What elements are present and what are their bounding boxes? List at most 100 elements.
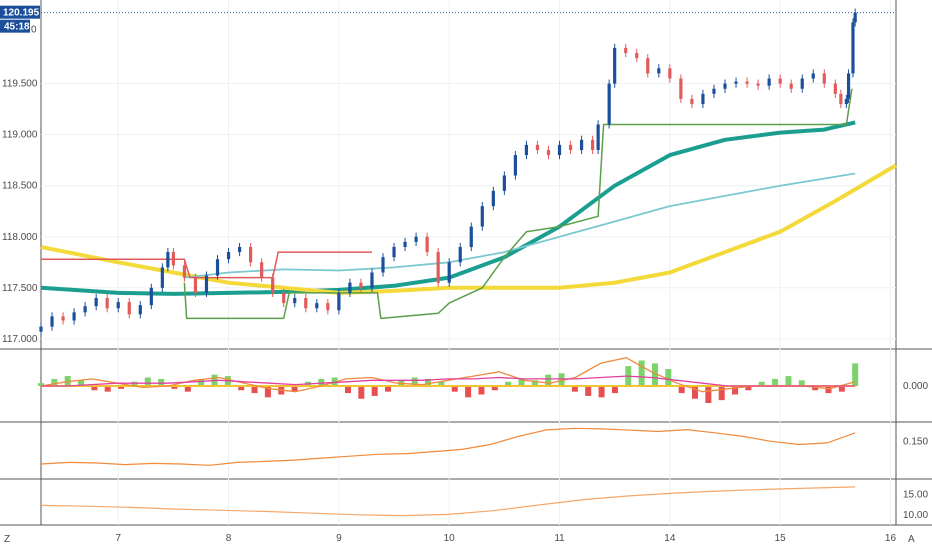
candle-body: [846, 73, 851, 99]
candle-body: [50, 316, 54, 327]
price-series-line: [40, 120, 856, 296]
histogram-bar: [318, 378, 325, 386]
candle-body: [226, 252, 231, 260]
candle-body: [607, 83, 611, 125]
histogram-bar: [158, 378, 165, 386]
histogram-bar: [651, 363, 658, 386]
candle-body: [237, 246, 242, 253]
candle-body: [469, 226, 473, 247]
candle-body: [690, 98, 694, 105]
grid-lines: [41, 0, 896, 525]
candle-body: [712, 88, 716, 94]
histogram-bar: [238, 386, 245, 391]
candle-body: [546, 149, 551, 156]
candle-body: [166, 252, 170, 268]
candle-body: [591, 139, 595, 150]
volatility-pane[interactable]: [40, 427, 856, 466]
histogram-bar: [505, 381, 512, 386]
candle-body: [61, 316, 65, 321]
candle-body: [458, 246, 462, 263]
candle-body: [579, 139, 584, 150]
histogram-bar: [264, 386, 271, 398]
histogram-bar: [732, 386, 739, 395]
candle-body: [72, 312, 76, 321]
histogram-bar: [38, 383, 44, 386]
candle-body: [171, 252, 175, 266]
bottom-right-label[interactable]: A: [908, 534, 915, 545]
candle-body: [624, 47, 628, 54]
candle-body: [844, 98, 848, 105]
histogram-bar: [718, 386, 725, 401]
candle-body: [756, 83, 760, 86]
candle-body: [535, 144, 540, 150]
candle-body: [105, 298, 109, 309]
histogram-bar: [665, 369, 672, 386]
histogram-bar: [785, 376, 792, 386]
slow-line-tick-label: 10.00: [903, 510, 928, 521]
candle-body: [436, 252, 440, 283]
last-price-badge: 120.195: [0, 5, 40, 19]
volatility-line: [40, 427, 856, 466]
candle-body: [657, 68, 661, 74]
candle-body: [596, 124, 600, 150]
price-tick-label: 117.500: [2, 283, 38, 294]
candle-body: [701, 93, 705, 105]
pane-frames: [0, 0, 932, 526]
histogram-bar: [825, 386, 832, 394]
candle-body: [853, 12, 857, 23]
candle-body: [502, 175, 506, 191]
histogram-bar: [571, 386, 578, 392]
candle-body: [679, 78, 683, 99]
candle-body: [337, 292, 341, 311]
candle-body: [723, 83, 727, 89]
histogram-bar: [358, 386, 365, 399]
histogram-bar: [798, 380, 805, 386]
volatility-tick-label: 0.150: [903, 436, 928, 447]
candle-body: [149, 287, 153, 306]
price-series-line: [41, 251, 372, 279]
slow-line-pane[interactable]: [40, 486, 856, 517]
candle-body: [414, 236, 418, 242]
histogram-bar: [131, 381, 138, 386]
price-pane[interactable]: [39, 8, 898, 336]
candle-body: [668, 68, 672, 79]
x-tick-label: 7: [115, 533, 121, 544]
histogram-tick-label: 0.000: [903, 381, 928, 392]
histogram-signal-line: [41, 375, 856, 387]
histogram-bar: [772, 378, 779, 386]
histogram-bar: [545, 374, 552, 386]
svg-text:120.195: 120.195: [3, 8, 40, 19]
bottom-left-label[interactable]: Z: [4, 534, 10, 545]
price-tick-label: 119.500: [2, 79, 38, 90]
histogram-bar: [198, 378, 205, 386]
candle-body: [568, 144, 573, 150]
candle-body: [381, 257, 385, 273]
histogram-bar: [144, 377, 151, 386]
candle-body: [851, 22, 855, 74]
candle-body: [370, 272, 374, 288]
histogram-bar: [78, 380, 85, 386]
candle-body: [215, 259, 220, 276]
histogram-pane[interactable]: [38, 357, 859, 403]
svg-text:45:18: 45:18: [4, 22, 30, 33]
histogram-bar: [411, 377, 418, 386]
histogram-bar: [438, 381, 445, 386]
candle-body: [271, 277, 275, 293]
candle-body: [800, 78, 804, 89]
histogram-bar: [171, 386, 178, 389]
candle-body: [326, 303, 330, 311]
candle-body: [94, 298, 98, 307]
candle-body: [315, 303, 319, 309]
histogram-bar: [465, 386, 472, 398]
price-tick-label: 117.000: [2, 334, 38, 345]
candle-body: [304, 298, 308, 309]
candle-body: [513, 155, 517, 176]
histogram-bar: [838, 386, 845, 392]
candle-body: [138, 305, 142, 315]
candle-body: [83, 306, 87, 313]
candle-body: [646, 58, 650, 74]
candle-body: [767, 78, 771, 86]
candle-body: [734, 81, 738, 84]
